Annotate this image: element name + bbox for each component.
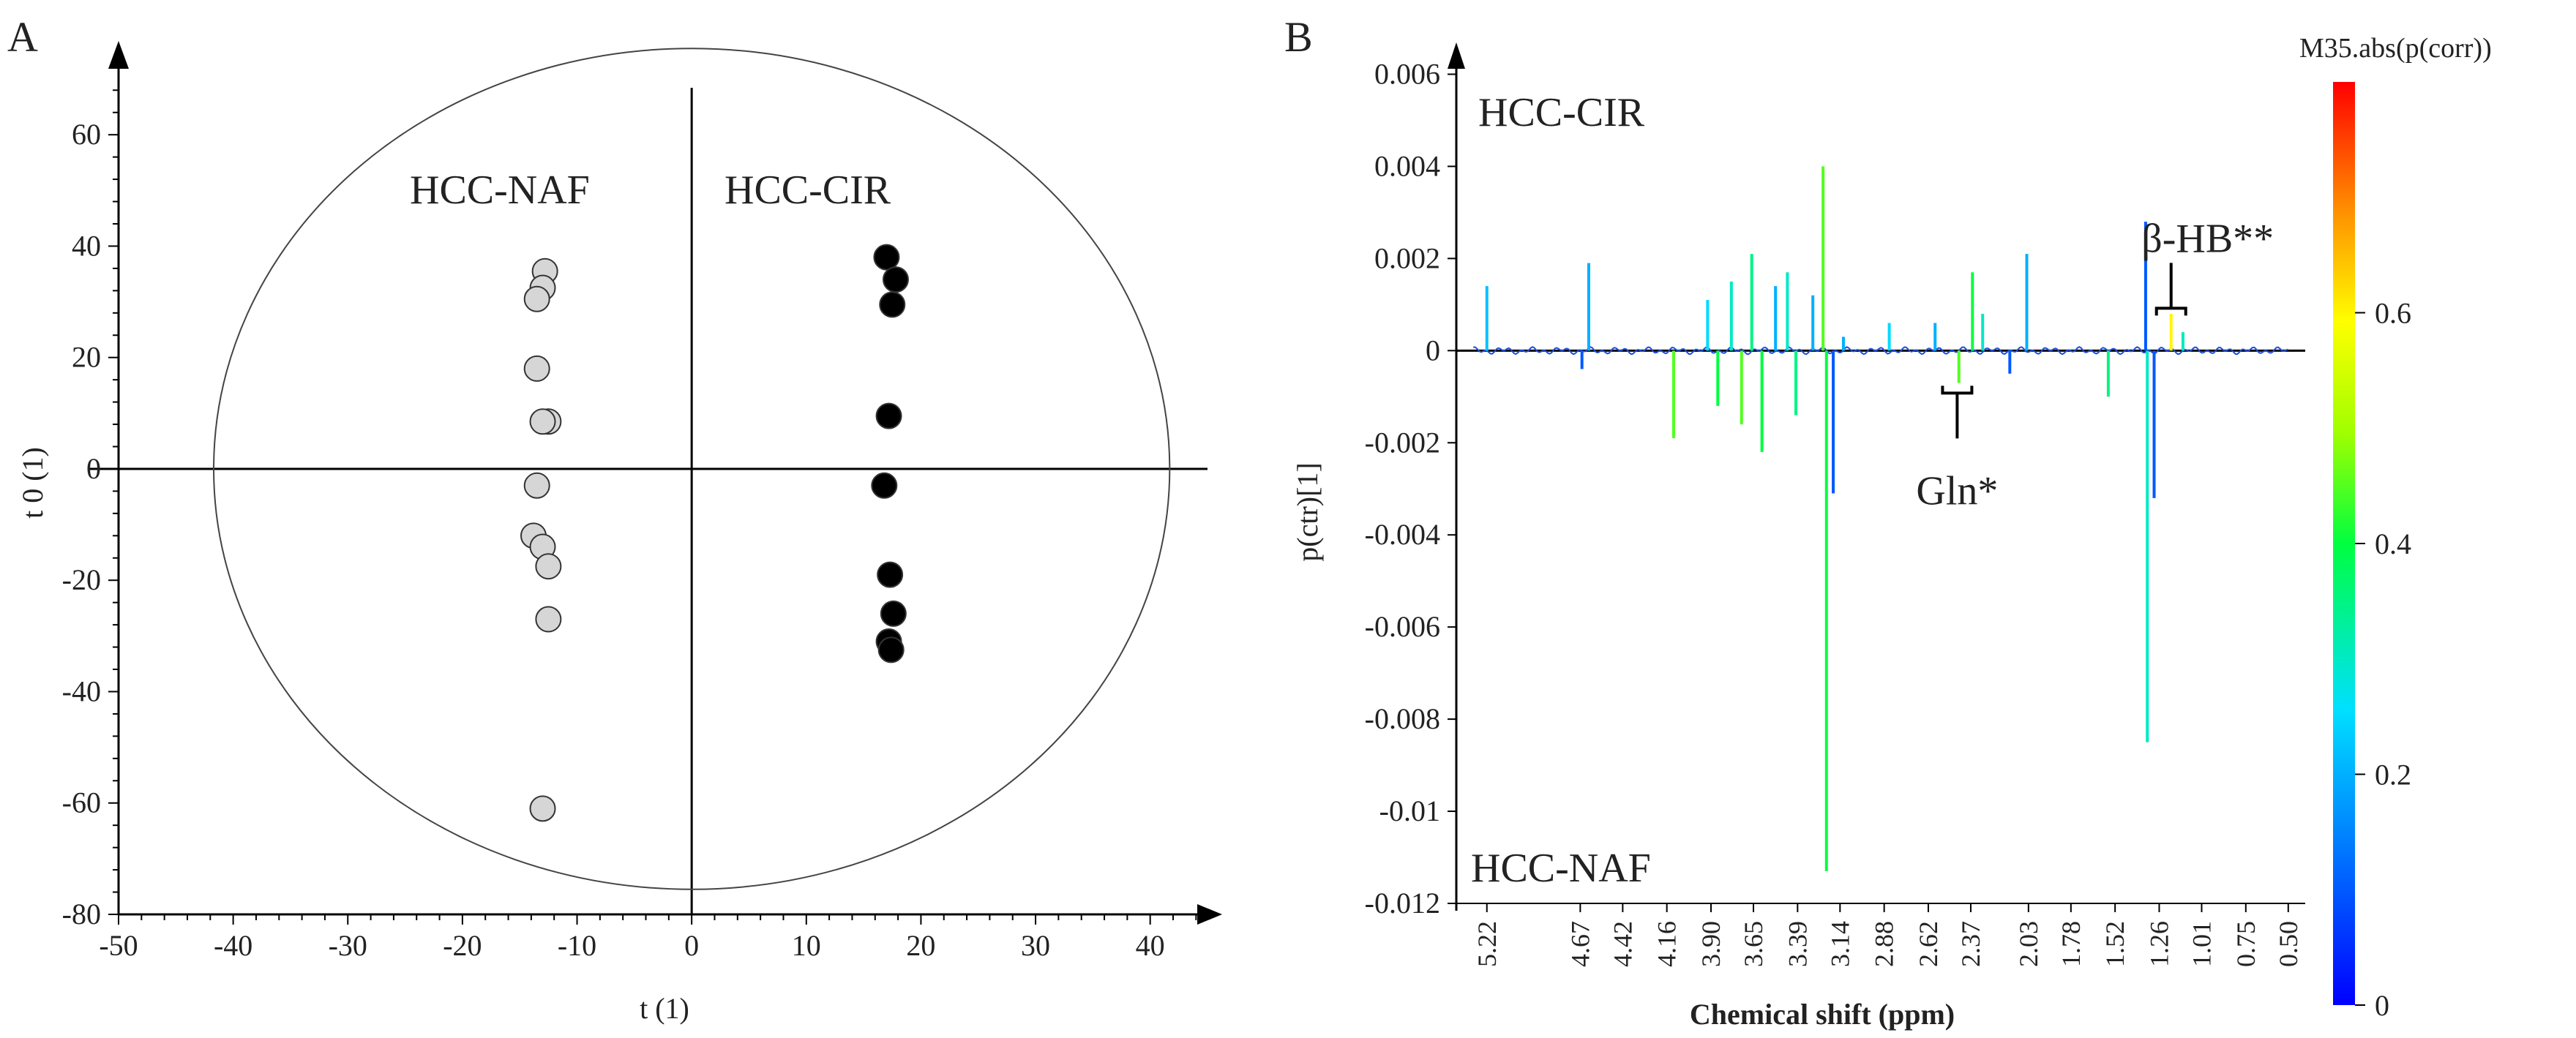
x-axis-arrow: [1197, 904, 1222, 925]
color-scale-tick-label: 0.2: [2375, 759, 2411, 791]
y-axis-arrow: [108, 41, 129, 69]
score-point-hcc-naf: [529, 408, 556, 435]
y-tick-label: 60: [72, 118, 101, 151]
y-tick-label: -20: [62, 563, 101, 596]
x-tick-label: 3.90: [1696, 921, 1726, 967]
y-tick-label: -0.004: [1365, 518, 1440, 551]
y-tick-label: 40: [72, 229, 101, 262]
score-point-hcc-naf: [523, 285, 550, 312]
score-point-hcc-cir: [871, 472, 898, 499]
y-tick-label: 0.006: [1374, 57, 1440, 90]
color-scale-tick-label: 0.4: [2375, 527, 2411, 560]
x-tick-label: 3.14: [1825, 921, 1854, 967]
panel-a: A -80 -60 -40 -20 0 20 40 60 -50 -40 -30 -20 -10 0 10 2…: [7, 13, 1222, 1025]
group-label-hcc-naf: HCC-NAF: [410, 168, 590, 213]
x-tick-label: -30: [329, 929, 367, 962]
y-tick-label: 20: [72, 341, 101, 374]
score-point-hcc-naf: [523, 355, 550, 382]
score-point-hcc-cir: [877, 561, 904, 588]
color-scale-tick-label: 0.6: [2375, 297, 2411, 330]
panel-a-y-axis-title: t 0 (1): [16, 447, 49, 519]
x-tick-label: -40: [214, 929, 252, 962]
group-label-hcc-cir: HCC-CIR: [724, 168, 891, 213]
score-point-hcc-cir: [873, 244, 900, 271]
annotation-beta-hb: β-HB**: [2141, 216, 2274, 261]
y-tick-label: 0: [1426, 334, 1440, 366]
x-tick-label: 20: [906, 929, 935, 962]
gln-bracket: [1941, 386, 1974, 439]
panel-b-axes: -0.012 -0.01 -0.008 -0.006 -0.004 -0.002 0 0.00…: [1365, 42, 2305, 967]
score-point-hcc-naf: [535, 553, 562, 580]
panel-b-y-axis-title: p(ctr)[1]: [1291, 462, 1324, 561]
panel-b-x-axis-title: Chemical shift (ppm): [1690, 998, 1955, 1031]
score-point-hcc-cir: [875, 402, 902, 429]
x-tick-label: 0.50: [2274, 921, 2303, 967]
x-tick-label: 1.78: [2056, 921, 2086, 967]
score-point-hcc-cir: [880, 600, 907, 627]
y-tick-label: -80: [62, 898, 101, 930]
x-tick-label: 40: [1136, 929, 1165, 962]
y-tick-label: 0.002: [1374, 241, 1440, 274]
x-tick-label: 1.26: [2144, 921, 2174, 967]
x-tick-label: 5.22: [1472, 921, 1502, 967]
y-tick-label: 0: [86, 452, 101, 485]
x-tick-label: -20: [443, 929, 482, 962]
score-point-hcc-cir: [877, 636, 905, 663]
y-tick-label: 0.004: [1374, 149, 1440, 182]
y-tick-label: -60: [62, 786, 101, 819]
x-tick-label: 10: [792, 929, 821, 962]
panel-b: B -0.012 -0.01 -0.008 -0.006 -0.004 -0.002 0 0.…: [1284, 13, 2492, 1031]
panel-a-axes: -80 -60 -40 -20 0 20 40 60 -50 -40 -30 -20 -10 0 10 20 3…: [62, 41, 1222, 962]
score-point-hcc-cir: [879, 291, 906, 318]
color-scale-ticks: 0 0.2 0.4 0.6: [2355, 297, 2411, 1022]
score-point-hcc-naf: [529, 795, 556, 822]
score-point-hcc-naf: [535, 606, 562, 633]
x-tick-label: 4.16: [1652, 921, 1682, 967]
annotation-gln: Gln*: [1916, 468, 1998, 514]
y-tick-label: -0.012: [1365, 887, 1440, 919]
x-tick-label: 0: [684, 929, 699, 962]
hotelling-ellipse: [213, 48, 1171, 890]
panel-a-label: A: [7, 13, 38, 61]
y-tick-label: -0.01: [1379, 794, 1440, 827]
x-tick-label: 0.75: [2231, 921, 2261, 967]
group-label-bottom: HCC-NAF: [1471, 846, 1651, 891]
score-point-hcc-naf: [523, 472, 550, 499]
beta-hb-bracket: [2154, 263, 2187, 316]
group-label-top: HCC-CIR: [1478, 90, 1645, 135]
x-tick-label: 2.03: [2014, 921, 2043, 967]
x-tick-label: 1.52: [2100, 921, 2130, 967]
color-scale-tick-label: 0: [2375, 989, 2389, 1022]
x-tick-label: 3.65: [1739, 921, 1768, 967]
y-tick-label: -0.002: [1365, 426, 1440, 459]
spectrum-baseline: [1472, 346, 2289, 356]
panel-a-points: [520, 244, 909, 822]
panel-a-x-axis-title: t (1): [640, 992, 689, 1025]
y-axis-arrow: [1448, 42, 1465, 69]
color-scale-gradient: [2333, 82, 2355, 1005]
x-tick-label: 4.42: [1608, 921, 1637, 967]
x-tick-label: 2.37: [1956, 921, 1985, 967]
score-point-hcc-cir: [882, 266, 909, 293]
y-tick-label: -0.006: [1365, 610, 1440, 643]
x-tick-label: 2.88: [1870, 921, 1899, 967]
peak-annotations: Gln* β-HB**: [1916, 216, 2274, 514]
x-tick-label: 30: [1021, 929, 1050, 962]
y-tick-label: -40: [62, 674, 101, 707]
x-tick-label: -10: [558, 929, 596, 962]
x-tick-label: 3.39: [1783, 921, 1812, 967]
loading-spectrum: [1472, 166, 2289, 871]
panel-b-label: B: [1284, 13, 1313, 61]
x-tick-label: 1.01: [2187, 921, 2216, 967]
color-scale-title: M35.abs(p(corr)): [2299, 33, 2492, 64]
x-tick-label: 4.67: [1565, 921, 1595, 967]
color-scale-bar: M35.abs(p(corr)) 0 0.2 0.4 0.6: [2299, 33, 2492, 1022]
y-tick-label: -0.008: [1365, 702, 1440, 735]
x-tick-label: -50: [99, 929, 138, 962]
x-tick-label: 2.62: [1914, 921, 1943, 967]
